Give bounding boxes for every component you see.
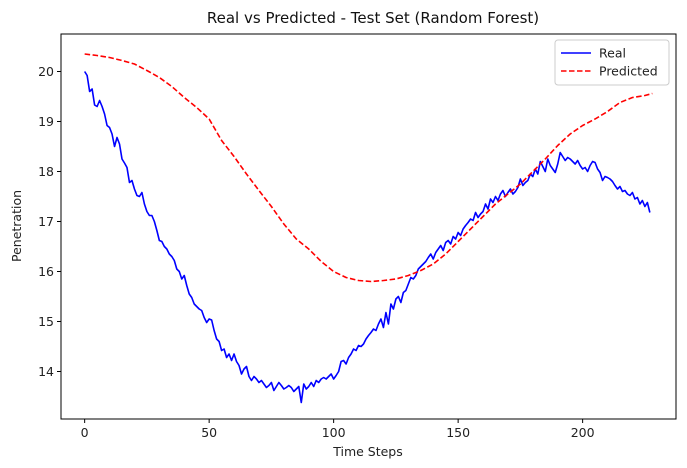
legend-box	[554, 39, 670, 86]
x-tick-label: 50	[201, 425, 217, 440]
x-axis-label: Time Steps	[332, 444, 403, 459]
x-tick-label: 150	[446, 425, 470, 440]
x-tick-label: 100	[322, 425, 346, 440]
series-line-real	[83, 71, 651, 404]
y-tick-label: 19	[38, 114, 54, 129]
y-axis: 14 15 16 17 18 19 20	[38, 64, 61, 379]
y-tick-label: 14	[38, 364, 54, 379]
y-tick-label: 20	[38, 64, 54, 79]
y-tick-label: 18	[38, 164, 54, 179]
legend: Real Predicted	[554, 39, 670, 86]
plot-background	[61, 34, 676, 419]
x-tick-label: 0	[81, 425, 89, 440]
y-tick-label: 17	[38, 214, 54, 229]
series-layer	[83, 53, 653, 404]
x-axis: 0 50 100 150 200	[81, 419, 595, 440]
x-tick-label: 200	[571, 425, 595, 440]
plot-area	[60, 33, 677, 420]
plot-frame	[60, 33, 677, 420]
y-axis-label: Penetration	[9, 190, 24, 262]
y-tick-label: 15	[38, 314, 54, 329]
chart-title: Real vs Predicted - Test Set (Random For…	[207, 9, 539, 27]
series-line-predicted	[84, 53, 653, 283]
y-tick-label: 16	[38, 264, 54, 279]
legend-label-real: Real	[599, 46, 626, 61]
legend-label-predicted: Predicted	[599, 64, 658, 79]
